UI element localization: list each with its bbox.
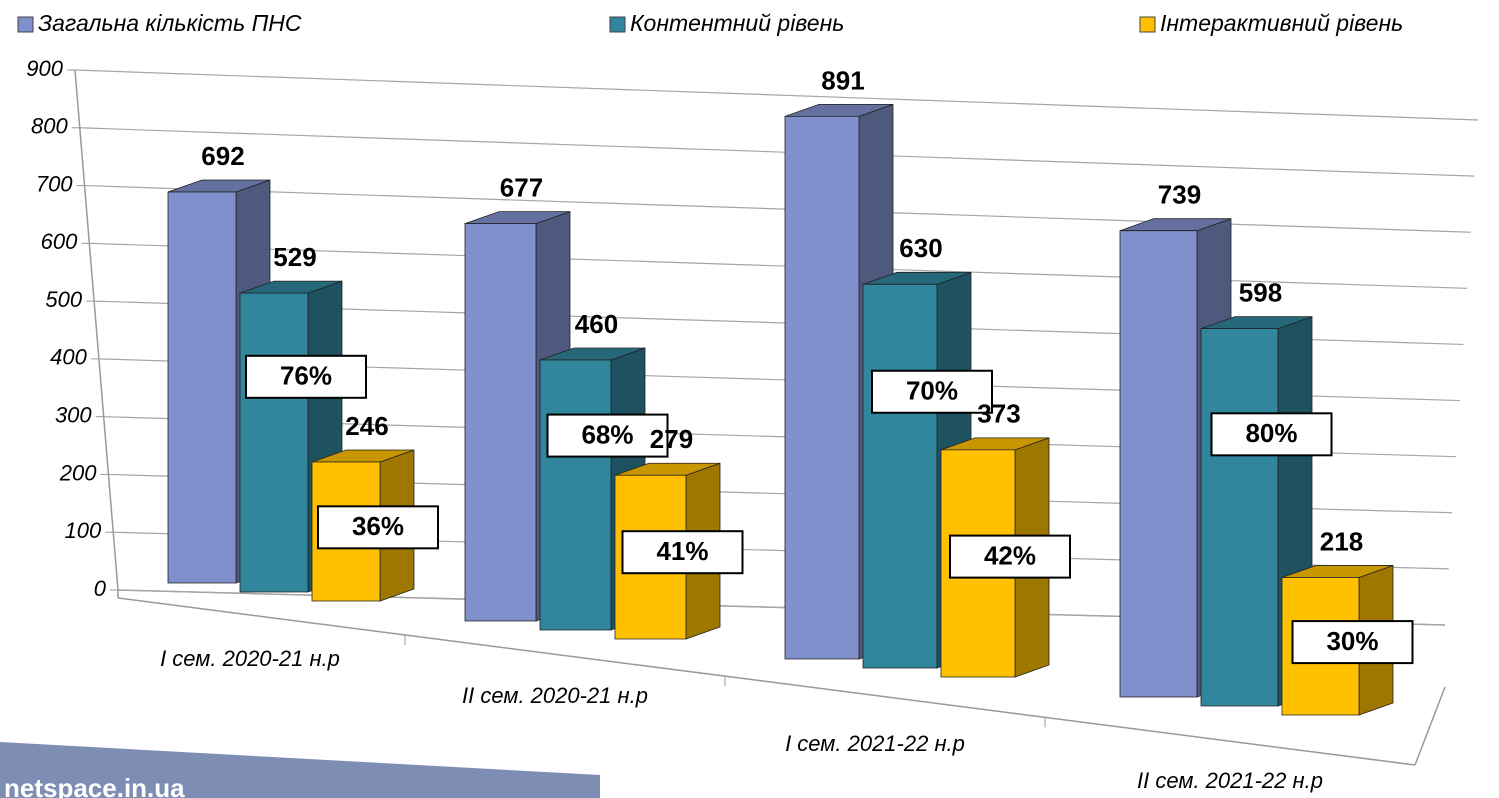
share-box — [871, 369, 993, 414]
x-tick-label: I сем. 2020-21 н.р — [160, 646, 340, 671]
y-tick-label: 600 — [41, 229, 78, 254]
x-tick-label: II сем. 2020-21 н.р — [462, 683, 648, 708]
y-tick-label: 0 — [94, 576, 107, 601]
y-tick-label: 400 — [50, 345, 87, 370]
bar-front — [862, 283, 938, 669]
bar-front — [1119, 230, 1198, 698]
share-label: 68% — [581, 419, 633, 449]
footer-text: netspace.in.ua — [4, 773, 185, 798]
share-label: 70% — [906, 376, 958, 406]
legend-swatch — [1139, 16, 1156, 33]
share-box — [1291, 620, 1414, 665]
bar — [311, 449, 415, 602]
y-tick-label: 700 — [36, 171, 73, 196]
grid-line — [79, 127, 1475, 177]
value-label: 218 — [1320, 526, 1363, 556]
bar-front — [167, 191, 237, 584]
share-label: 80% — [1245, 418, 1297, 448]
floor-front — [117, 597, 1416, 766]
legend-swatch — [17, 16, 34, 33]
legend-swatch — [609, 16, 626, 33]
x-tick-label: II сем. 2021-22 н.р — [1137, 768, 1323, 793]
y-tick-label: 100 — [65, 518, 102, 543]
y-tick-label: 500 — [45, 287, 82, 312]
footer-band — [0, 742, 600, 798]
y-tick-label: 800 — [31, 114, 68, 139]
bar-front — [239, 292, 309, 593]
bar-front — [464, 223, 537, 622]
x-tick-label: I сем. 2021-22 н.р — [785, 731, 965, 756]
share-box — [317, 505, 439, 550]
share-box — [949, 534, 1071, 579]
bar-front — [784, 115, 860, 660]
value-label: 279 — [650, 424, 693, 454]
share-label: 76% — [280, 361, 332, 391]
value-label: 598 — [1239, 278, 1282, 308]
share-label: 42% — [984, 540, 1036, 570]
value-label: 891 — [821, 65, 864, 95]
share-label: 30% — [1326, 626, 1378, 656]
y-tick-label: 300 — [55, 402, 92, 427]
y-tick-label: 900 — [26, 56, 63, 81]
share-box — [621, 530, 744, 575]
y-tick-label: 200 — [59, 460, 97, 485]
value-label: 677 — [500, 172, 543, 202]
share-box — [245, 354, 367, 399]
share-label: 41% — [656, 536, 708, 566]
value-label: 460 — [575, 309, 618, 339]
left-wall — [74, 69, 119, 591]
grid-line — [74, 69, 1479, 121]
share-box — [1210, 412, 1333, 457]
value-label: 739 — [1158, 180, 1201, 210]
value-label: 529 — [273, 242, 316, 272]
share-label: 36% — [352, 511, 404, 541]
value-label: 246 — [345, 411, 388, 441]
floor-right — [1414, 686, 1446, 766]
legend-label: Контентний рівень — [630, 10, 844, 36]
value-label: 692 — [201, 141, 244, 171]
legend-label: Загальна кількість ПНС — [38, 10, 302, 36]
grid-line — [89, 242, 1468, 289]
legend-label: Інтерактивний рівень — [1160, 10, 1403, 36]
value-label: 630 — [899, 233, 942, 263]
bar-front — [1200, 328, 1279, 707]
value-label: 373 — [977, 399, 1020, 429]
grid-line — [84, 184, 1471, 233]
bar-front — [539, 359, 612, 631]
share-box — [546, 413, 669, 458]
